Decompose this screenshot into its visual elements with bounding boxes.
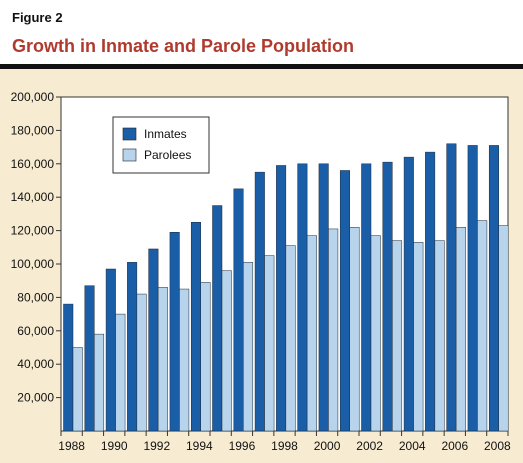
chart-panel: 20,000 40,000 60,000 80,000 100,000 120,000 14…: [0, 69, 523, 463]
bar-parolees-1994: [200, 282, 211, 432]
bar-parolees-2006: [455, 227, 466, 432]
bar-parolees-1993: [179, 288, 190, 432]
bar-inmates-2001: [339, 170, 350, 432]
x-tick-label: 2000: [314, 439, 341, 453]
bar-inmates-2003: [382, 161, 393, 432]
bar-parolees-2001: [349, 227, 360, 432]
x-tick-label: 1988: [58, 439, 85, 453]
bar-inmates-1998: [276, 165, 287, 432]
y-tick-label: 140,000: [11, 190, 55, 204]
bar-parolees-1988: [72, 347, 83, 432]
bar-parolees-1997: [264, 255, 275, 432]
legend-label-parolees: Parolees: [144, 148, 191, 162]
figure-label: Figure 2: [12, 10, 63, 25]
bar-inmates-2000: [318, 163, 329, 432]
bar-inmates-1992: [148, 248, 159, 432]
bar-parolees-1996: [243, 262, 254, 432]
bar-parolees-2002: [370, 235, 381, 432]
bar-inmates-2007: [467, 145, 478, 432]
figure-title: Growth in Inmate and Parole Population: [12, 36, 355, 56]
y-tick-label: 180,000: [11, 123, 55, 137]
x-tick-label: 2008: [484, 439, 511, 453]
bar-parolees-2007: [477, 220, 488, 432]
x-tick-label: 2004: [399, 439, 426, 453]
y-tick-label: 60,000: [17, 324, 54, 338]
bar-inmates-1996: [233, 188, 244, 432]
x-tick-label: 1990: [101, 439, 128, 453]
y-axis: 20,000 40,000 60,000 80,000 100,000 120,000 14…: [11, 90, 61, 405]
chart-svg: 20,000 40,000 60,000 80,000 100,000 120,000 14…: [11, 90, 511, 453]
bar-inmates-2004: [403, 156, 414, 432]
x-tick-label: 1996: [229, 439, 256, 453]
y-tick-label: 200,000: [11, 90, 55, 104]
bar-inmates-2002: [361, 163, 372, 432]
x-tick-label: 2002: [356, 439, 383, 453]
x-tick-label: 2006: [441, 439, 468, 453]
bar-inmates-2005: [425, 151, 436, 432]
y-tick-label: 120,000: [11, 224, 55, 238]
y-tick-label: 20,000: [17, 391, 54, 405]
title-rule: [0, 64, 523, 69]
bar-inmates-1988: [63, 303, 74, 432]
bar-inmates-2008: [488, 145, 499, 432]
y-tick-label: 40,000: [17, 357, 54, 371]
bar-inmates-2006: [446, 143, 457, 432]
y-tick-label: 80,000: [17, 290, 54, 304]
bar-inmates-1991: [127, 262, 138, 432]
bar-parolees-2005: [434, 240, 445, 432]
x-tick-label: 1992: [143, 439, 170, 453]
bar-inmates-1997: [254, 171, 265, 432]
bar-parolees-2004: [413, 242, 424, 432]
legend-swatch-parolees: [122, 148, 137, 162]
x-tick-label: 1994: [186, 439, 213, 453]
bar-inmates-1994: [190, 222, 201, 432]
bar-inmates-1993: [169, 232, 180, 432]
bar-parolees-2003: [392, 240, 403, 432]
y-tick-label: 100,000: [11, 257, 55, 271]
legend-box: [112, 116, 210, 174]
bar-inmates-1995: [212, 205, 223, 432]
bar-parolees-1992: [157, 287, 168, 432]
legend: Inmates Parolees: [112, 116, 210, 174]
bar-parolees-1998: [285, 245, 296, 432]
bar-parolees-1995: [221, 270, 232, 432]
bar-parolees-1999: [306, 235, 317, 432]
legend-label-inmates: Inmates: [144, 127, 187, 141]
x-axis: 1988 1990 1992 1994 1996 1998 2000 2002 2004 2006…: [58, 431, 511, 453]
bar-parolees-1989: [94, 333, 105, 432]
x-tick-label: 1998: [271, 439, 298, 453]
legend-swatch-inmates: [122, 127, 137, 141]
bar-parolees-2008: [498, 225, 509, 432]
bar-inmates-1990: [105, 268, 116, 432]
bar-parolees-1991: [136, 293, 147, 432]
bars: [63, 143, 509, 432]
bar-inmates-1999: [297, 163, 308, 432]
bar-parolees-1990: [115, 313, 126, 432]
bar-inmates-1989: [84, 285, 95, 432]
y-tick-label: 160,000: [11, 157, 55, 171]
bar-parolees-2000: [328, 228, 339, 432]
